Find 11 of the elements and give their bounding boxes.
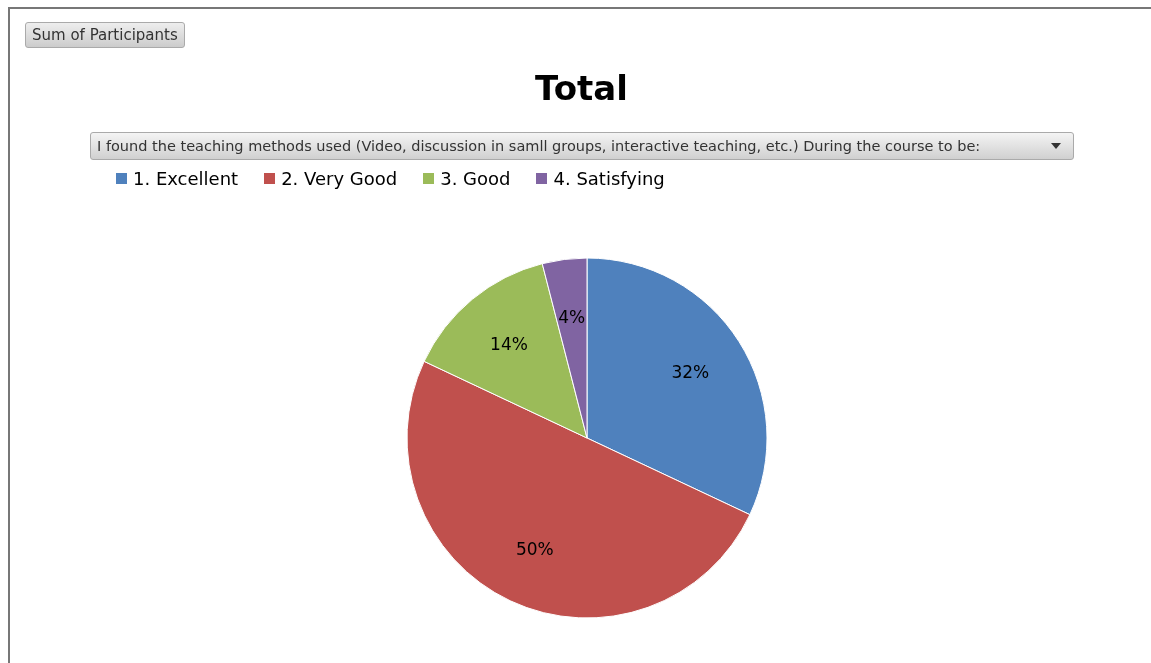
text: Sum of Participants: [25, 22, 185, 48]
data-label: 50%: [515, 538, 554, 559]
data-label: 14%: [490, 333, 528, 354]
legend-label: 4. Satisfying: [553, 168, 665, 189]
legend-title: I found the teaching methods used (Video, discussion in samll groups, interactive teaching, etc.) During the course to be:: [97, 138, 981, 154]
legend-label: 1. Excellent: [133, 168, 239, 189]
legend-label: 2. Very Good: [281, 168, 398, 189]
data-label: 32%: [671, 362, 710, 383]
legend-label: 3. Good: [440, 168, 511, 189]
data-label: 4%: [558, 306, 586, 327]
chart-title: Total: [534, 68, 629, 108]
